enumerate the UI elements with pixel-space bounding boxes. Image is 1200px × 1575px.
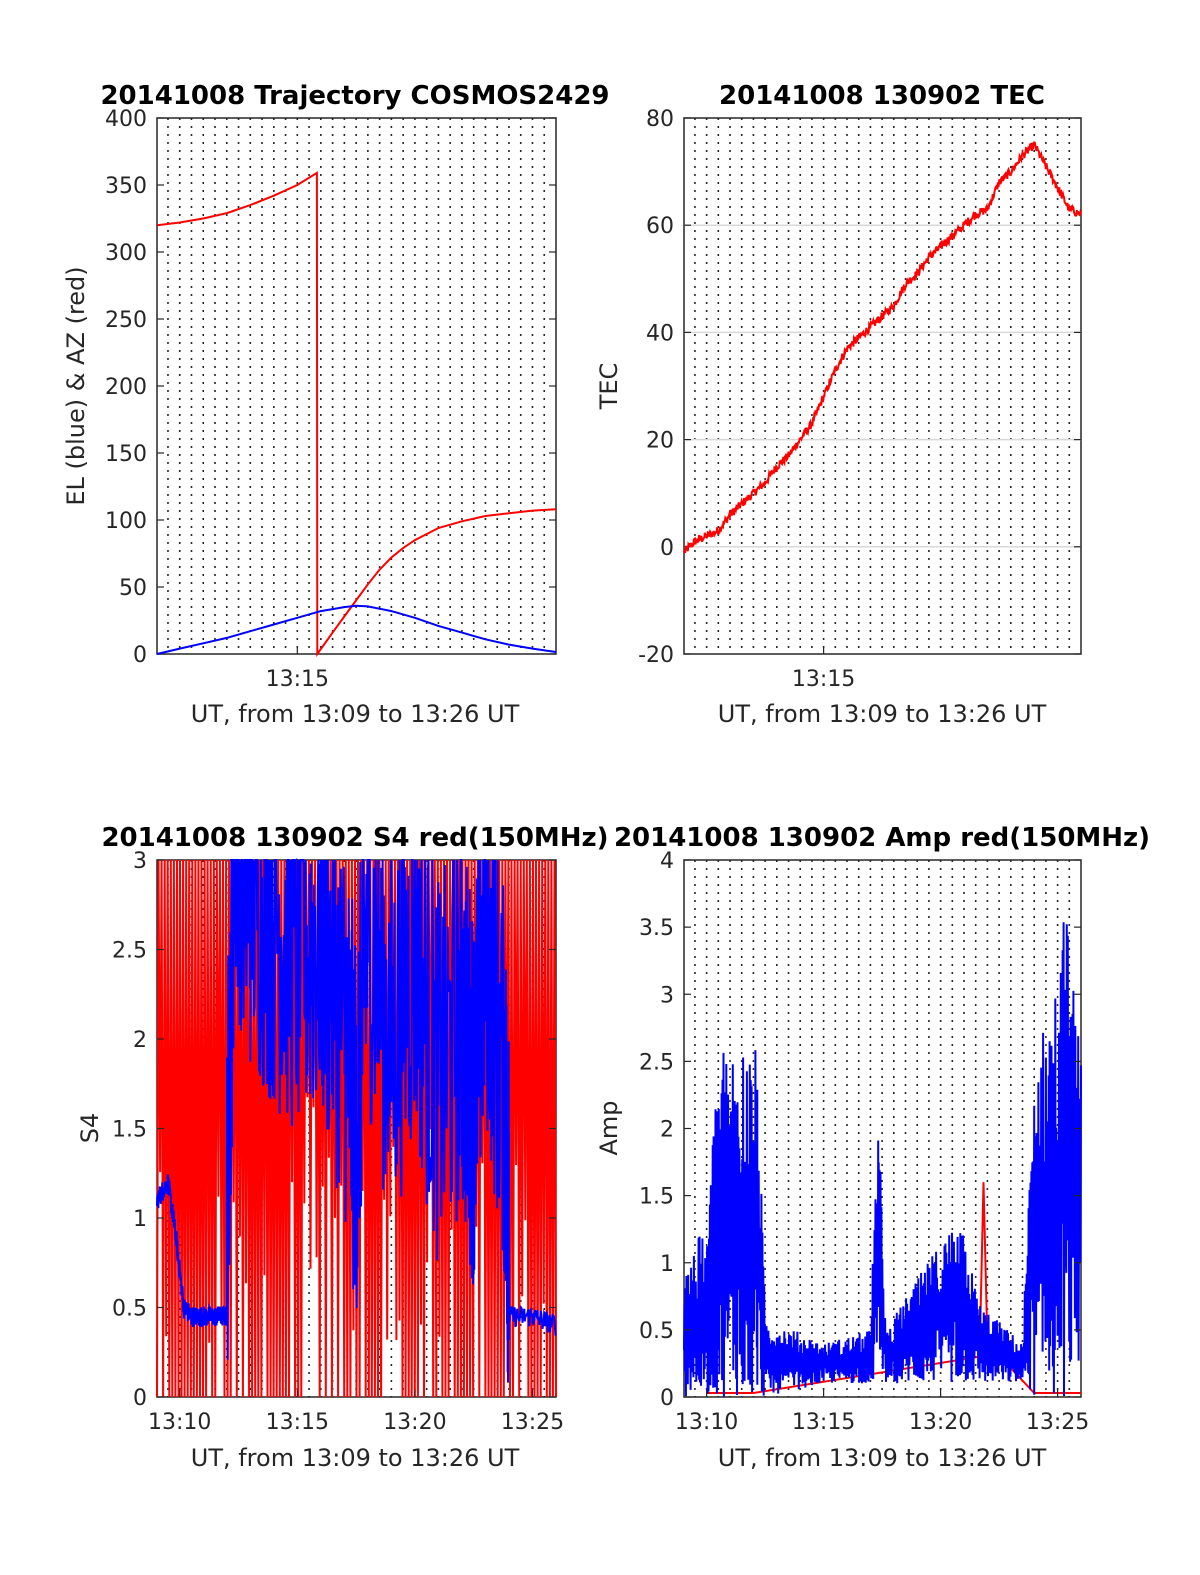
ytick-label: 1.5	[639, 1185, 674, 1210]
xtick-label: 13:25	[1026, 1410, 1089, 1435]
amp-grid	[694, 860, 1071, 1397]
tec-lines	[683, 141, 1082, 554]
panel-s4: 20141008 130902 S4 red(150MHz) 0 0.5 1 1.5 2…	[76, 823, 609, 1472]
amp-yticks: 0 0.5 1 1.5 2 2.5 3 3.5 4	[639, 849, 1081, 1411]
amp-series-2	[683, 922, 1082, 1397]
ytick-label: 50	[119, 576, 147, 601]
tec-series-1	[683, 141, 1082, 554]
traj-series-2	[156, 604, 557, 655]
panel-amp: 20141008 130902 Amp red(150MHz) 0 0.5 1 1.5…	[595, 823, 1150, 1472]
ytick-label: 40	[646, 321, 674, 346]
ytick-label: 0	[660, 536, 674, 561]
traj-grid	[167, 118, 546, 654]
s4-series-2	[156, 858, 557, 1383]
xtick-label: 13:15	[792, 1410, 855, 1435]
tec-xlabel: UT, from 13:09 to 13:26 UT	[718, 700, 1047, 728]
ytick-label: 0	[133, 1386, 147, 1411]
ytick-label: 3	[660, 983, 674, 1008]
traj-xlabel: UT, from 13:09 to 13:26 UT	[191, 700, 520, 728]
tec-ylabel: TEC	[595, 363, 623, 411]
panel-trajectory: 20141008 Trajectory COSMOS2429 0 50 100 150…	[62, 81, 610, 728]
ytick-label: 2.5	[112, 939, 147, 964]
ytick-label: 0.5	[112, 1297, 147, 1322]
ytick-label: 3	[133, 849, 147, 874]
s4-title: 20141008 130902 S4 red(150MHz)	[101, 823, 608, 853]
tec-yticks: -20 0 20 40 60 80	[638, 107, 1081, 668]
tec-grid	[684, 118, 1081, 654]
xtick-label: 13:20	[383, 1410, 446, 1435]
traj-ylabel: EL (blue) & AZ (red)	[62, 266, 90, 505]
tec-xticks: 13:15	[792, 647, 855, 692]
ytick-label: 0	[660, 1386, 674, 1411]
tec-title: 20141008 130902 TEC	[719, 81, 1045, 111]
ytick-label: 4	[660, 849, 674, 874]
ytick-label: 100	[105, 509, 147, 534]
xtick-label: 13:15	[266, 1410, 329, 1435]
ytick-label: 80	[646, 107, 674, 132]
amp-ylabel: Amp	[595, 1100, 623, 1155]
xtick-label: 13:10	[148, 1410, 211, 1435]
amp-xlabel: UT, from 13:09 to 13:26 UT	[718, 1444, 1047, 1472]
ytick-label: 60	[646, 214, 674, 239]
ytick-label: 2	[133, 1028, 147, 1053]
ytick-label: 250	[105, 308, 147, 333]
panel-tec: 20141008 130902 TEC -20 0 20 40 60 80 13:15 U…	[595, 81, 1082, 728]
ytick-label: 3.5	[639, 916, 674, 941]
ytick-label: -20	[638, 643, 674, 668]
xtick-label: 13:20	[909, 1410, 972, 1435]
ytick-label: 350	[105, 174, 147, 199]
traj-series-1	[156, 171, 557, 658]
s4-lines	[156, 858, 557, 1398]
xtick-label: 13:25	[501, 1410, 564, 1435]
ytick-label: 20	[646, 429, 674, 454]
amp-xticks: 13:10 13:15 13:20 13:25	[675, 1390, 1089, 1435]
ytick-label: 150	[105, 442, 147, 467]
traj-lines	[156, 171, 557, 658]
ytick-label: 1	[133, 1207, 147, 1232]
ytick-label: 0	[133, 643, 147, 668]
xtick-label: 13:10	[675, 1410, 738, 1435]
ytick-label: 2	[660, 1118, 674, 1143]
xtick-label: 13:15	[266, 667, 329, 692]
ytick-label: 2.5	[639, 1050, 674, 1075]
traj-xticks: 13:15	[266, 647, 329, 692]
s4-yticks: 0 0.5 1 1.5 2 2.5 3	[112, 849, 556, 1411]
traj-title: 20141008 Trajectory COSMOS2429	[100, 81, 609, 111]
s4-ylabel: S4	[76, 1113, 104, 1144]
ytick-label: 0.5	[639, 1319, 674, 1344]
amp-lines	[683, 922, 1082, 1397]
ytick-label: 1	[660, 1252, 674, 1277]
ytick-label: 200	[105, 375, 147, 400]
ytick-label: 400	[105, 107, 147, 132]
traj-yticks: 0 50 100 150 200 250 300 350 400	[105, 107, 556, 668]
s4-xlabel: UT, from 13:09 to 13:26 UT	[191, 1444, 520, 1472]
xtick-label: 13:15	[792, 667, 855, 692]
s4-xticks: 13:10 13:15 13:20 13:25	[148, 1390, 564, 1435]
amp-title: 20141008 130902 Amp red(150MHz)	[614, 823, 1150, 853]
ytick-label: 1.5	[112, 1118, 147, 1143]
ytick-label: 300	[105, 241, 147, 266]
